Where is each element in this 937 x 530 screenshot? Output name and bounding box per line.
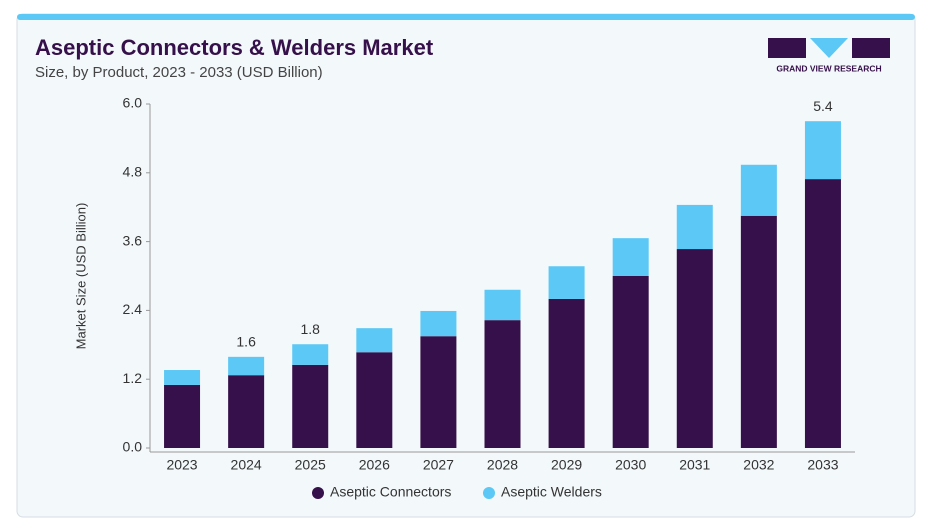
bar-segment: [164, 370, 201, 385]
bar-segment: [228, 375, 265, 448]
y-tick-label: 0.0: [123, 439, 143, 455]
x-tick-label: 2026: [359, 457, 390, 473]
x-tick-label: 2032: [743, 457, 774, 473]
x-tick-label: 2033: [807, 457, 838, 473]
x-tick-label: 2028: [487, 457, 518, 473]
legend-marker: [312, 487, 324, 499]
bar-segment: [740, 164, 777, 216]
bar-segment: [164, 384, 201, 448]
card-accent: [17, 14, 915, 20]
x-tick-label: 2030: [615, 457, 646, 473]
card: [16, 13, 916, 518]
x-tick-label: 2027: [423, 457, 454, 473]
bar-segment: [804, 179, 841, 448]
logo-block: [768, 38, 806, 58]
logo: GRAND VIEW RESEARCH: [768, 38, 890, 73]
bar-segment: [676, 249, 713, 448]
x-tick-label: 2025: [295, 457, 326, 473]
bar-segment: [292, 344, 329, 365]
bar-segment: [356, 352, 393, 448]
y-tick-label: 1.2: [123, 370, 143, 386]
chart-subtitle: Size, by Product, 2023 - 2033 (USD Billi…: [35, 64, 323, 81]
y-tick-label: 4.8: [123, 164, 143, 180]
bar-segment: [420, 336, 457, 448]
bar-segment: [740, 215, 777, 448]
bar-segment: [676, 204, 713, 250]
bar-segment: [612, 238, 649, 276]
x-tick-label: 2024: [231, 457, 262, 473]
bar-segment: [612, 276, 649, 448]
bar-segment: [356, 328, 393, 353]
bar-segment: [292, 364, 329, 448]
y-axis-label: Market Size (USD Billion): [73, 203, 88, 350]
x-tick-label: 2029: [551, 457, 582, 473]
x-tick-label: 2023: [166, 457, 197, 473]
legend-label: Aseptic Connectors: [330, 484, 451, 500]
logo-block: [810, 38, 848, 58]
bar-segment: [228, 356, 265, 376]
y-tick-label: 6.0: [123, 95, 143, 111]
chart-title: Aseptic Connectors & Welders Market: [35, 35, 434, 60]
logo-text: GRAND VIEW RESEARCH: [776, 63, 881, 73]
bar-segment: [804, 121, 841, 180]
bar-segment: [484, 320, 521, 448]
bar-segment: [548, 266, 585, 299]
logo-block: [852, 38, 890, 58]
legend-label: Aseptic Welders: [501, 484, 602, 500]
bar-segment: [548, 298, 585, 448]
total-label: 1.6: [236, 334, 256, 350]
y-tick-label: 2.4: [123, 301, 143, 317]
bar-segment: [420, 310, 457, 337]
total-label: 1.8: [300, 321, 320, 337]
bar-segment: [484, 289, 521, 321]
total-label: 5.4: [813, 98, 833, 114]
x-tick-label: 2031: [679, 457, 710, 473]
y-tick-label: 3.6: [123, 232, 143, 248]
legend-marker: [483, 487, 495, 499]
